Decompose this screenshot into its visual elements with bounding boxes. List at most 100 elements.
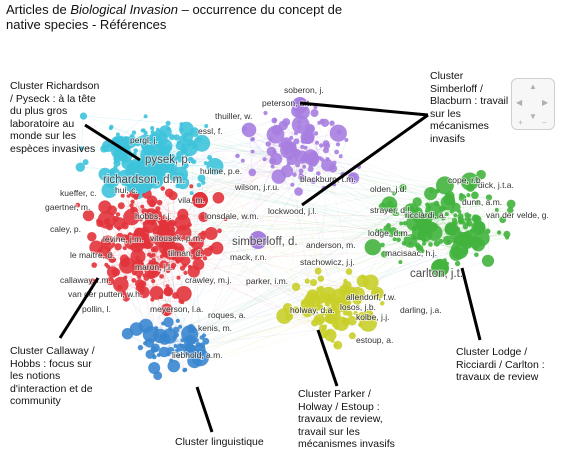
- graph-node-purple[interactable]: [344, 138, 349, 142]
- graph-node-red[interactable]: [122, 246, 127, 251]
- graph-node-cyan[interactable]: [181, 162, 189, 170]
- graph-node-green[interactable]: [449, 246, 464, 261]
- graph-node-cyan[interactable]: [197, 174, 206, 183]
- graph-node-green[interactable]: [469, 228, 474, 233]
- graph-node-red[interactable]: [159, 274, 164, 279]
- graph-node-purple[interactable]: [305, 130, 312, 137]
- graph-node-red[interactable]: [91, 262, 97, 268]
- graph-node-cyan[interactable]: [196, 182, 202, 188]
- graph-node-purple[interactable]: [310, 109, 319, 117]
- graph-node-green[interactable]: [471, 191, 479, 200]
- graph-node-green[interactable]: [411, 210, 415, 215]
- graph-node-green[interactable]: [397, 230, 404, 237]
- graph-node-yellow[interactable]: [318, 285, 325, 292]
- graph-node-purple[interactable]: [329, 120, 335, 126]
- graph-node-cyan[interactable]: [173, 166, 188, 182]
- graph-node-purple[interactable]: [298, 172, 303, 177]
- graph-node-red[interactable]: [134, 267, 144, 277]
- graph-node-red[interactable]: [180, 255, 191, 266]
- graph-node-cyan[interactable]: [180, 139, 198, 157]
- graph-node-red[interactable]: [212, 192, 225, 204]
- graph-node-yellow[interactable]: [330, 338, 335, 343]
- graph-node-red[interactable]: [160, 303, 173, 316]
- graph-node-purple[interactable]: [302, 164, 307, 169]
- graph-node-yellow[interactable]: [346, 310, 353, 317]
- graph-node-green[interactable]: [378, 202, 387, 211]
- graph-node-yellow[interactable]: [370, 286, 384, 300]
- graph-node-blue[interactable]: [158, 346, 170, 358]
- graph-node-red[interactable]: [160, 243, 165, 248]
- graph-node-purple[interactable]: [297, 125, 302, 130]
- graph-node-red[interactable]: [149, 262, 160, 273]
- graph-node-cyan[interactable]: [125, 136, 138, 148]
- graph-node-red[interactable]: [146, 195, 158, 207]
- graph-node-cyan[interactable]: [168, 134, 175, 140]
- graph-node-red[interactable]: [138, 286, 150, 299]
- graph-node-cyan[interactable]: [159, 171, 165, 177]
- graph-node-red[interactable]: [176, 286, 192, 302]
- graph-node-green[interactable]: [442, 235, 453, 246]
- graph-node-yellow[interactable]: [347, 315, 357, 326]
- graph-node-red[interactable]: [210, 241, 224, 255]
- graph-node-yellow[interactable]: [365, 313, 372, 321]
- graph-node-red[interactable]: [131, 270, 137, 276]
- graph-node-red[interactable]: [152, 245, 159, 253]
- hub-node-purple[interactable]: [249, 231, 267, 249]
- graph-node-green[interactable]: [435, 188, 440, 194]
- graph-node-red[interactable]: [145, 234, 150, 239]
- graph-node-blue[interactable]: [121, 328, 134, 340]
- graph-node-yellow[interactable]: [322, 324, 328, 329]
- graph-node-red[interactable]: [165, 248, 170, 253]
- graph-node-cyan[interactable]: [121, 139, 126, 144]
- hub-node-green[interactable]: [431, 259, 449, 277]
- graph-node-yellow[interactable]: [325, 302, 330, 307]
- graph-node-green[interactable]: [435, 176, 454, 195]
- hub-node-purple[interactable]: [292, 97, 308, 113]
- graph-node-purple[interactable]: [303, 145, 308, 150]
- graph-node-green[interactable]: [389, 227, 398, 235]
- graph-node-red[interactable]: [121, 222, 129, 230]
- graph-node-purple[interactable]: [287, 156, 293, 161]
- graph-node-purple[interactable]: [241, 122, 257, 138]
- graph-node-cyan[interactable]: [143, 114, 148, 119]
- graph-node-red[interactable]: [163, 310, 170, 317]
- graph-node-purple[interactable]: [265, 141, 272, 147]
- graph-node-green[interactable]: [403, 234, 418, 248]
- graph-node-cyan[interactable]: [164, 144, 172, 152]
- graph-node-cyan[interactable]: [177, 158, 182, 163]
- graph-node-cyan[interactable]: [150, 126, 155, 131]
- graph-node-red[interactable]: [100, 235, 116, 250]
- graph-node-red[interactable]: [198, 236, 203, 242]
- graph-node-cyan[interactable]: [79, 146, 84, 151]
- pan-left-icon[interactable]: ◀: [516, 98, 523, 107]
- graph-node-green[interactable]: [429, 189, 434, 193]
- graph-node-red[interactable]: [168, 191, 178, 201]
- graph-node-red[interactable]: [223, 217, 228, 221]
- graph-node-green[interactable]: [386, 200, 394, 208]
- graph-node-red[interactable]: [163, 286, 174, 297]
- graph-node-yellow[interactable]: [360, 274, 365, 279]
- graph-node-red[interactable]: [160, 186, 165, 191]
- graph-node-cyan[interactable]: [179, 122, 184, 127]
- graph-node-green[interactable]: [402, 221, 408, 226]
- graph-node-green[interactable]: [453, 213, 458, 218]
- graph-node-red[interactable]: [149, 218, 156, 226]
- graph-node-cyan[interactable]: [129, 164, 134, 169]
- graph-node-cyan[interactable]: [108, 126, 113, 131]
- graph-node-blue[interactable]: [173, 344, 178, 348]
- graph-node-cyan[interactable]: [203, 161, 208, 166]
- graph-node-green[interactable]: [507, 207, 514, 214]
- graph-node-yellow[interactable]: [285, 312, 294, 321]
- graph-node-green[interactable]: [481, 254, 495, 267]
- graph-node-green[interactable]: [505, 235, 510, 240]
- zoom-out-icon[interactable]: −: [542, 118, 547, 127]
- graph-node-blue[interactable]: [163, 317, 174, 328]
- graph-node-cyan[interactable]: [176, 150, 184, 159]
- graph-node-blue[interactable]: [176, 353, 182, 359]
- graph-node-yellow[interactable]: [317, 275, 325, 282]
- graph-node-green[interactable]: [394, 211, 399, 216]
- graph-node-yellow[interactable]: [304, 278, 310, 284]
- graph-node-green[interactable]: [506, 199, 516, 209]
- graph-node-yellow[interactable]: [313, 308, 319, 313]
- graph-node-green[interactable]: [467, 213, 472, 218]
